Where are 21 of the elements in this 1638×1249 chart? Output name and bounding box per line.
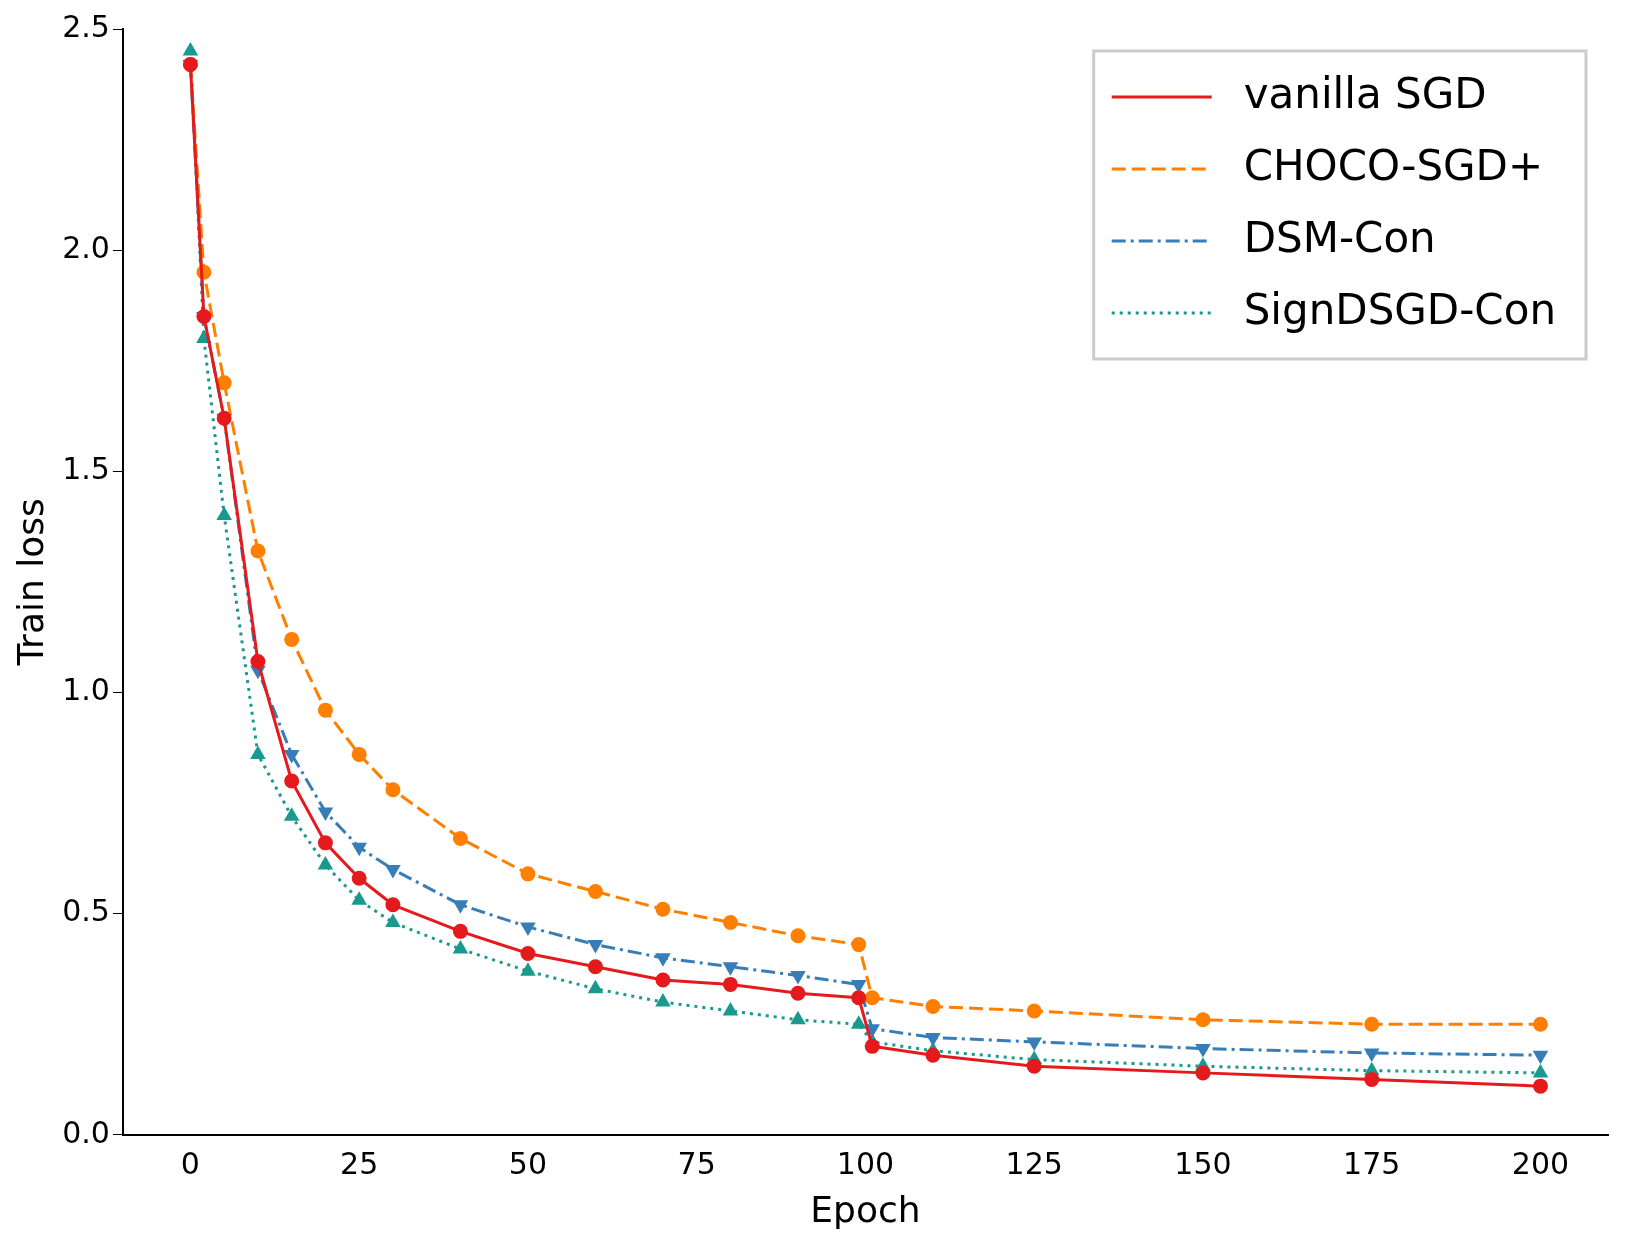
x-tick-label: 75 xyxy=(677,1145,716,1181)
x-tick-label: 25 xyxy=(340,1145,379,1181)
y-tick-label: 1.5 xyxy=(62,451,110,487)
legend-label: SignDSGD-Con xyxy=(1243,284,1556,334)
x-tick-label: 175 xyxy=(1343,1145,1401,1181)
y-tick-label: 0.0 xyxy=(62,1114,110,1150)
y-tick-label: 0.5 xyxy=(62,893,110,929)
y-axis-title: Train loss xyxy=(9,498,51,667)
legend-label: DSM-Con xyxy=(1243,212,1436,262)
x-tick-label: 125 xyxy=(1005,1145,1063,1181)
x-axis-title: Epoch xyxy=(810,1188,921,1230)
y-tick-label: 2.0 xyxy=(62,229,110,265)
x-tick-label: 200 xyxy=(1511,1145,1570,1181)
x-tick-label: 0 xyxy=(180,1145,200,1181)
x-tick-label: 50 xyxy=(508,1145,548,1181)
x-tick-label: 100 xyxy=(836,1145,895,1181)
y-tick-label: 2.5 xyxy=(62,8,110,44)
x-tick-label: 150 xyxy=(1174,1145,1232,1181)
y-tick-label: 1.0 xyxy=(62,672,110,708)
legend-label: vanilla SGD xyxy=(1243,68,1487,118)
legend-label: CHOCO-SGD+ xyxy=(1243,140,1544,190)
